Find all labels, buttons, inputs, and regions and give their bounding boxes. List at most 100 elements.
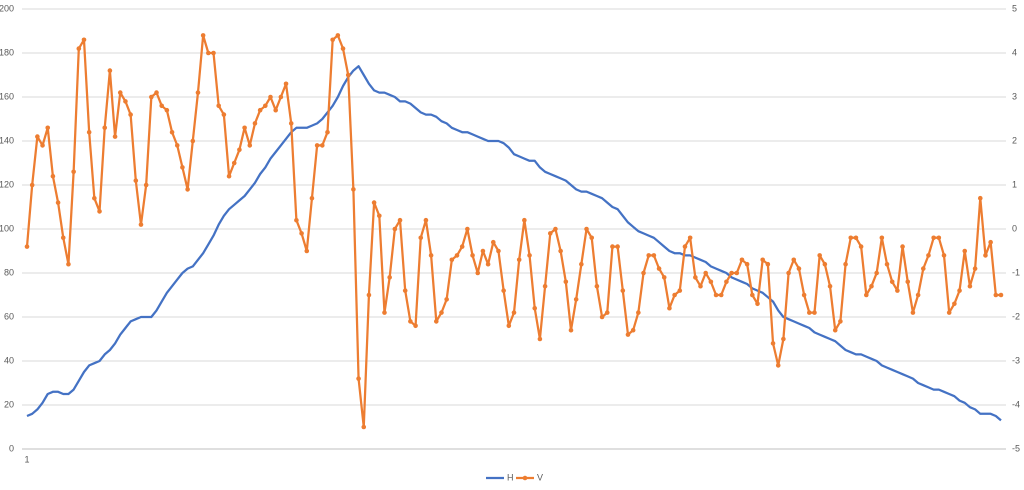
point-marker: [889, 279, 895, 285]
point-marker: [599, 314, 605, 320]
point-marker: [164, 107, 170, 113]
point-marker: [900, 244, 905, 249]
point-marker: [734, 270, 740, 276]
point-marker: [838, 319, 843, 324]
point-marker: [786, 270, 791, 276]
point-marker: [320, 143, 325, 148]
point-marker: [242, 125, 247, 131]
point-marker: [765, 261, 771, 267]
point-marker: [86, 129, 92, 135]
point-marker: [117, 90, 123, 95]
point-marker: [667, 305, 672, 311]
point-marker: [428, 253, 434, 258]
point-marker: [843, 261, 848, 267]
point-marker: [869, 283, 874, 289]
point-marker: [397, 217, 403, 223]
point-marker: [936, 235, 942, 241]
point-marker: [283, 81, 289, 87]
point-marker: [563, 279, 569, 285]
point-marker: [35, 134, 40, 139]
point-marker: [480, 248, 486, 254]
point-marker: [190, 138, 196, 144]
point-marker: [304, 248, 310, 254]
point-marker: [159, 103, 165, 109]
point-marker: [45, 125, 51, 131]
point-marker: [957, 288, 962, 293]
point-marker: [371, 200, 377, 205]
point-marker: [50, 173, 56, 179]
point-marker: [278, 94, 284, 100]
point-marker: [874, 270, 879, 276]
point-marker: [444, 297, 449, 302]
point-marker: [724, 279, 729, 285]
point-marker: [848, 235, 854, 241]
point-marker: [832, 327, 838, 333]
point-marker: [527, 253, 532, 258]
point-marker: [143, 182, 149, 188]
point-marker: [325, 129, 330, 135]
point-marker: [920, 266, 926, 271]
point-marker: [542, 283, 548, 289]
y-tick-label: 200: [0, 3, 14, 13]
point-marker: [174, 143, 180, 148]
point-marker: [641, 270, 646, 276]
point-marker: [24, 244, 30, 249]
point-marker: [511, 310, 517, 315]
y-tick-label: 20: [4, 399, 14, 409]
series-line: [25, 34, 1001, 429]
series-line: [26, 65, 1002, 422]
point-marker: [288, 121, 294, 126]
point-marker: [744, 261, 750, 267]
point-marker: [941, 253, 947, 258]
point-marker: [252, 121, 258, 126]
point-marker: [149, 94, 154, 100]
point-marker: [801, 292, 807, 298]
point-marker: [988, 239, 993, 245]
point-marker: [682, 244, 688, 249]
y-tick-label: 60: [4, 311, 14, 321]
point-marker: [905, 279, 911, 285]
point-marker: [693, 275, 698, 280]
y2-tick-label: -5: [1012, 443, 1020, 453]
y-tick-label: 80: [4, 267, 14, 277]
point-marker: [817, 253, 822, 258]
point-marker: [729, 270, 734, 276]
point-marker: [299, 231, 304, 236]
point-marker: [76, 46, 82, 51]
point-marker: [708, 279, 714, 285]
point-marker: [646, 253, 652, 258]
y2-tick-label: 1: [1012, 179, 1017, 189]
point-marker: [739, 257, 745, 263]
point-marker: [345, 72, 351, 78]
point-marker: [910, 310, 916, 315]
point-marker: [366, 292, 372, 298]
point-marker: [656, 266, 662, 271]
point-marker: [60, 235, 66, 241]
point-marker: [449, 257, 455, 263]
point-marker: [713, 292, 719, 298]
point-marker: [330, 37, 335, 43]
y2-tick-label: -3: [1012, 355, 1020, 365]
point-marker: [584, 226, 589, 232]
point-marker: [863, 292, 869, 298]
point-marker: [967, 283, 973, 289]
point-marker: [66, 261, 71, 267]
point-marker: [418, 235, 424, 241]
point-marker: [454, 253, 460, 258]
point-marker: [568, 327, 574, 333]
point-marker: [123, 99, 128, 104]
point-marker: [268, 94, 273, 100]
point-marker: [791, 257, 797, 263]
y2-tick-label: -1: [1012, 267, 1020, 277]
point-marker: [822, 261, 828, 267]
point-marker: [750, 292, 755, 298]
legend-marker: [522, 475, 528, 481]
point-marker: [558, 248, 563, 254]
point-marker: [703, 270, 708, 276]
point-marker: [687, 235, 693, 241]
point-marker: [206, 50, 211, 56]
point-marker: [112, 134, 118, 139]
point-marker: [408, 319, 413, 324]
point-marker: [257, 107, 263, 113]
